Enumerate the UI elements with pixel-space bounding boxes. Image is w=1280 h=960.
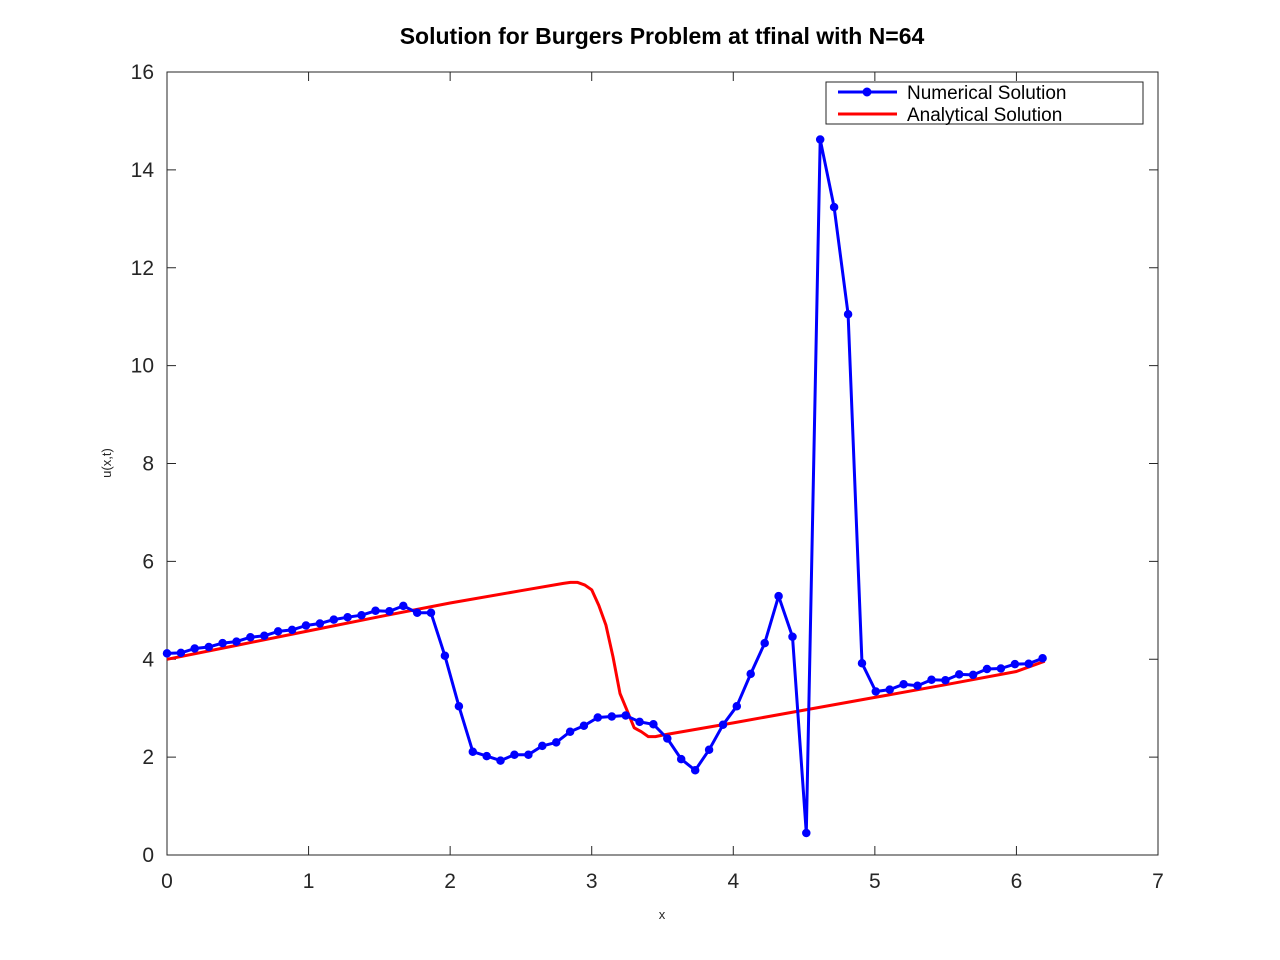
series-line-analytical	[166, 580, 1046, 739]
data-point-numerical	[760, 638, 769, 648]
legend-label-analytical: Analytical Solution	[907, 105, 1062, 126]
y-tick-label: 14	[131, 159, 155, 182]
x-tick-label: 7	[1152, 870, 1164, 893]
x-tick-label: 5	[869, 870, 881, 893]
x-axis-label: x	[659, 907, 666, 922]
y-tick-label: 0	[142, 844, 154, 867]
data-point-numerical	[899, 679, 908, 689]
data-point-numerical	[273, 627, 283, 636]
data-point-numerical	[496, 756, 505, 765]
data-point-numerical	[663, 734, 672, 743]
data-point-numerical	[885, 685, 894, 694]
data-point-numerical	[913, 681, 922, 690]
data-point-numerical	[982, 664, 992, 674]
data-point-numerical	[996, 664, 1006, 673]
x-axis-ticks: 0 1 2 3 4 5 6 7	[161, 72, 1164, 893]
data-point-numerical	[1038, 654, 1047, 663]
data-point-numerical	[510, 750, 519, 759]
data-point-numerical	[440, 651, 450, 661]
y-tick-label: 6	[142, 550, 154, 573]
data-point-numerical	[829, 202, 839, 212]
x-tick-label: 2	[444, 870, 456, 893]
data-point-numerical	[635, 717, 644, 727]
y-tick-label: 8	[142, 453, 154, 476]
y-axis-ticks: 0 2 4 6 8 10 12 14 16	[131, 61, 1158, 867]
data-point-numerical	[412, 608, 422, 618]
data-point-numerical	[204, 642, 214, 652]
data-point-numerical	[704, 745, 714, 755]
x-tick-label: 3	[586, 870, 598, 893]
y-tick-label: 4	[142, 648, 154, 671]
legend-marker-numerical	[862, 87, 872, 97]
data-point-numerical	[607, 712, 617, 721]
data-point-numerical	[621, 711, 630, 720]
x-tick-label: 6	[1011, 870, 1023, 893]
data-point-numerical	[649, 720, 658, 729]
data-point-numerical	[843, 309, 853, 319]
series-line-numerical	[166, 138, 1044, 835]
legend-label-numerical: Numerical Solution	[907, 83, 1066, 104]
data-point-numerical	[218, 638, 227, 648]
data-point-numerical	[329, 615, 339, 624]
data-point-numerical	[260, 631, 269, 641]
data-point-numerical	[732, 701, 742, 711]
data-point-numerical	[524, 750, 533, 759]
data-point-numerical	[565, 727, 575, 736]
data-point-numerical	[371, 606, 380, 616]
data-point-numerical	[343, 612, 352, 622]
data-point-numerical	[593, 713, 603, 722]
x-tick-label: 4	[727, 870, 739, 893]
data-point-numerical	[941, 676, 950, 685]
data-point-numerical	[468, 747, 478, 756]
y-tick-label: 12	[131, 257, 154, 280]
data-point-numerical	[482, 751, 491, 761]
data-point-numerical	[162, 649, 172, 658]
y-tick-label: 10	[131, 355, 154, 378]
data-point-numerical	[871, 687, 881, 696]
series-layer	[162, 135, 1047, 838]
data-point-numerical	[857, 658, 867, 668]
y-axis-label: u(x,t)	[99, 448, 114, 478]
data-point-numerical	[815, 135, 825, 144]
data-point-numerical	[454, 701, 464, 711]
data-point-numerical	[385, 607, 394, 616]
legend-box	[825, 81, 1144, 125]
y-tick-label: 2	[142, 746, 154, 769]
data-point-numerical	[426, 608, 436, 618]
data-point-numerical	[968, 670, 978, 680]
data-point-numerical	[232, 637, 241, 646]
data-point-numerical	[1024, 659, 1033, 668]
x-tick-label: 1	[303, 870, 315, 893]
data-point-numerical	[746, 669, 755, 679]
data-point-numerical	[954, 670, 964, 679]
data-point-numerical	[774, 591, 783, 601]
legend: Numerical Solution Analytical Solution	[825, 81, 1144, 126]
data-point-numerical	[176, 648, 186, 658]
data-point-numerical	[315, 619, 325, 628]
data-point-numerical	[788, 632, 797, 641]
data-point-numerical	[246, 632, 255, 642]
chart-title: Solution for Burgers Problem at tfinal w…	[400, 23, 925, 49]
data-point-numerical	[551, 738, 561, 747]
data-point-numerical	[718, 720, 728, 730]
data-point-numerical	[357, 610, 366, 620]
data-point-numerical	[190, 644, 199, 653]
x-tick-label: 0	[161, 870, 173, 893]
data-point-numerical	[690, 766, 700, 775]
data-point-numerical	[538, 741, 547, 751]
data-point-numerical	[579, 721, 589, 731]
data-point-numerical	[802, 828, 811, 838]
data-point-numerical	[399, 601, 408, 611]
plot-area	[166, 71, 1159, 856]
data-point-numerical	[301, 621, 311, 630]
data-point-numerical	[676, 754, 686, 764]
data-point-numerical	[927, 675, 936, 685]
data-point-numerical	[287, 625, 297, 635]
y-tick-label: 16	[131, 61, 154, 84]
data-point-numerical	[1010, 659, 1020, 669]
